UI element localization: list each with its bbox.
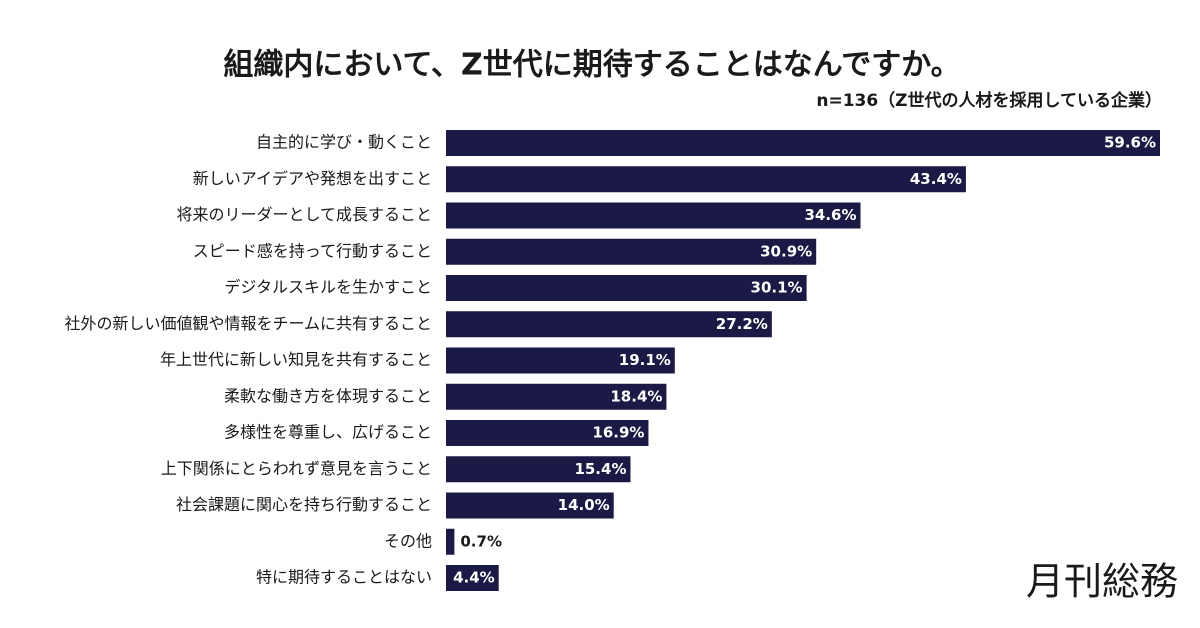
category-label: 新しいアイデアや発想を出すこと [193,169,432,188]
bar [446,130,1161,156]
category-label: 多様性を尊重し、広げること [224,423,432,442]
value-label: 18.4% [610,387,662,405]
category-label: 年上世代に新しい知見を共有すること [160,350,432,369]
category-label: 上下関係にとらわれず意見を言うこと [161,459,432,478]
value-label: 0.7% [460,532,502,550]
bar [446,238,817,265]
value-label: 43.4% [910,170,962,188]
value-label: 19.1% [619,351,671,369]
chart-title: 組織内において、Z世代に期待することはなんですか。 [223,48,960,83]
category-label: 自主的に学び・動くこと [256,133,432,152]
category-label: 柔軟な働き方を体現すること [224,386,432,405]
chart-subtitle: n=136（Z世代の人材を採用している企業） [816,90,1162,111]
category-label: 将来のリーダーとして成長すること [176,205,432,224]
category-label: 社会課題に関心を持ち行動すること [176,495,432,514]
value-label: 16.9% [592,424,644,442]
bar [446,311,772,338]
value-label: 15.4% [574,460,626,478]
bar [446,420,649,446]
category-label: デジタルスキルを生かすこと [224,278,432,297]
bar [446,275,807,301]
bar [446,456,631,483]
brand-logo: 月刊総務 [1026,560,1178,604]
value-label: 30.9% [760,242,812,260]
value-label: 27.2% [716,315,768,333]
bar [446,565,499,591]
bar [446,383,667,410]
value-label: 34.6% [804,206,856,224]
value-label: 59.6% [1104,134,1156,152]
category-label: スピード感を持って行動すること [193,241,432,260]
bar [446,347,675,374]
value-label: 14.0% [558,496,610,514]
bar [446,166,966,193]
bar [446,528,455,555]
category-label: その他 [384,531,432,550]
bar [446,492,614,519]
value-label: 4.4% [453,569,495,587]
bar [446,202,861,229]
category-label: 社外の新しい価値観や情報をチームに共有すること [64,314,432,333]
value-label: 30.1% [751,279,803,297]
category-label: 特に期待することはない [256,568,432,587]
